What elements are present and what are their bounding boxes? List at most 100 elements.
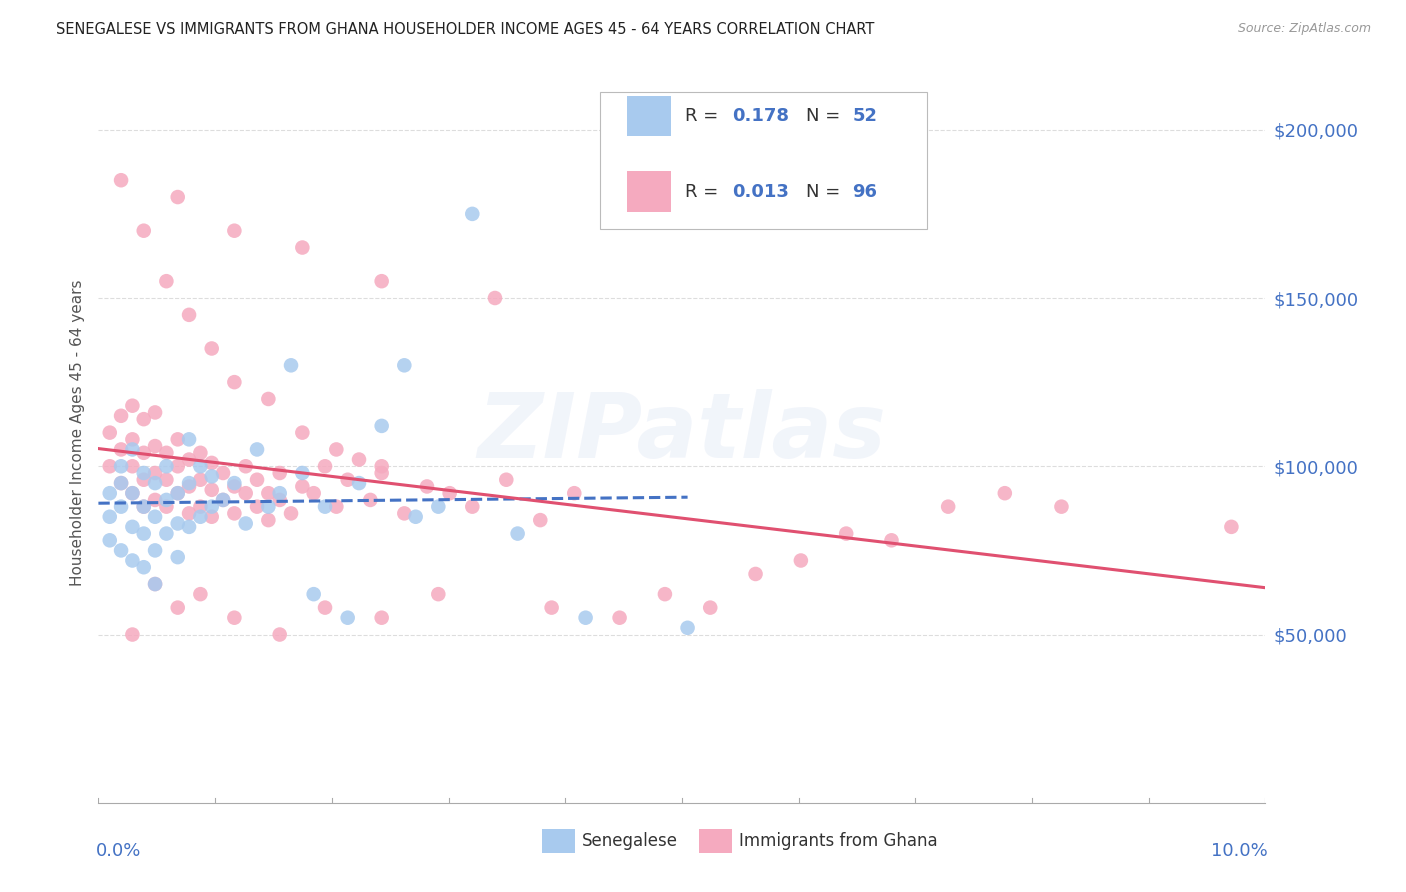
Point — [336, 473, 359, 487]
Point — [121, 627, 143, 641]
Point — [291, 425, 314, 440]
Point — [394, 507, 416, 521]
Point — [224, 375, 246, 389]
Point — [121, 486, 143, 500]
Point — [529, 513, 551, 527]
Point — [190, 446, 212, 460]
Point — [166, 486, 188, 500]
Point — [394, 359, 416, 373]
Point — [132, 560, 155, 574]
Point — [177, 476, 200, 491]
Point — [166, 459, 188, 474]
Point — [314, 459, 336, 474]
Point — [110, 409, 132, 423]
Point — [155, 459, 177, 474]
Point — [143, 476, 166, 491]
Point — [699, 600, 721, 615]
Text: Senegalese: Senegalese — [582, 832, 678, 850]
Point — [540, 600, 562, 615]
Text: 0.0%: 0.0% — [96, 842, 141, 860]
Point — [110, 442, 132, 457]
Text: Immigrants from Ghana: Immigrants from Ghana — [740, 832, 938, 850]
Point — [347, 452, 370, 467]
Point — [835, 526, 858, 541]
Point — [370, 610, 392, 624]
Point — [98, 486, 121, 500]
Point — [132, 473, 155, 487]
Point — [1220, 520, 1243, 534]
Point — [336, 610, 359, 624]
Point — [143, 405, 166, 419]
Y-axis label: Householder Income Ages 45 - 64 years: Householder Income Ages 45 - 64 years — [69, 279, 84, 586]
Point — [155, 274, 177, 288]
Point — [155, 500, 177, 514]
Point — [132, 224, 155, 238]
Point — [212, 492, 235, 507]
Point — [110, 476, 132, 491]
FancyBboxPatch shape — [600, 92, 927, 229]
Point — [121, 486, 143, 500]
Point — [121, 399, 143, 413]
Point — [155, 446, 177, 460]
Point — [143, 492, 166, 507]
Point — [370, 274, 392, 288]
Point — [121, 459, 143, 474]
Point — [224, 479, 246, 493]
Point — [132, 412, 155, 426]
Point — [1050, 500, 1073, 514]
Point — [495, 473, 517, 487]
Point — [562, 486, 585, 500]
Point — [439, 486, 461, 500]
Point — [325, 500, 347, 514]
Text: R =: R = — [685, 183, 724, 201]
Point — [936, 500, 959, 514]
Point — [155, 473, 177, 487]
Point — [143, 466, 166, 480]
Point — [790, 553, 813, 567]
Point — [880, 533, 903, 548]
Point — [347, 476, 370, 491]
Point — [212, 492, 235, 507]
Point — [121, 520, 143, 534]
Point — [98, 533, 121, 548]
Point — [143, 577, 166, 591]
Point — [302, 486, 325, 500]
Point — [121, 553, 143, 567]
Point — [427, 500, 450, 514]
Point — [201, 456, 224, 470]
Point — [190, 473, 212, 487]
Point — [132, 466, 155, 480]
Text: 96: 96 — [852, 183, 877, 201]
Point — [291, 466, 314, 480]
Point — [235, 486, 257, 500]
Text: 10.0%: 10.0% — [1212, 842, 1268, 860]
Point — [121, 433, 143, 447]
Point — [280, 507, 302, 521]
Point — [190, 500, 212, 514]
Point — [325, 442, 347, 457]
Point — [427, 587, 450, 601]
Text: 52: 52 — [852, 107, 877, 125]
Text: 0.013: 0.013 — [733, 183, 789, 201]
Point — [359, 492, 381, 507]
Point — [461, 207, 484, 221]
Point — [246, 500, 269, 514]
Point — [224, 476, 246, 491]
Point — [166, 516, 188, 531]
Point — [201, 500, 224, 514]
Point — [744, 566, 766, 581]
Point — [201, 469, 224, 483]
Point — [302, 587, 325, 601]
Point — [143, 543, 166, 558]
Point — [609, 610, 631, 624]
Point — [269, 627, 291, 641]
Point — [143, 509, 166, 524]
Point — [201, 509, 224, 524]
Point — [370, 418, 392, 433]
Point — [132, 500, 155, 514]
Point — [212, 466, 235, 480]
Point — [110, 543, 132, 558]
Point — [190, 509, 212, 524]
Point — [177, 308, 200, 322]
Point — [676, 621, 699, 635]
